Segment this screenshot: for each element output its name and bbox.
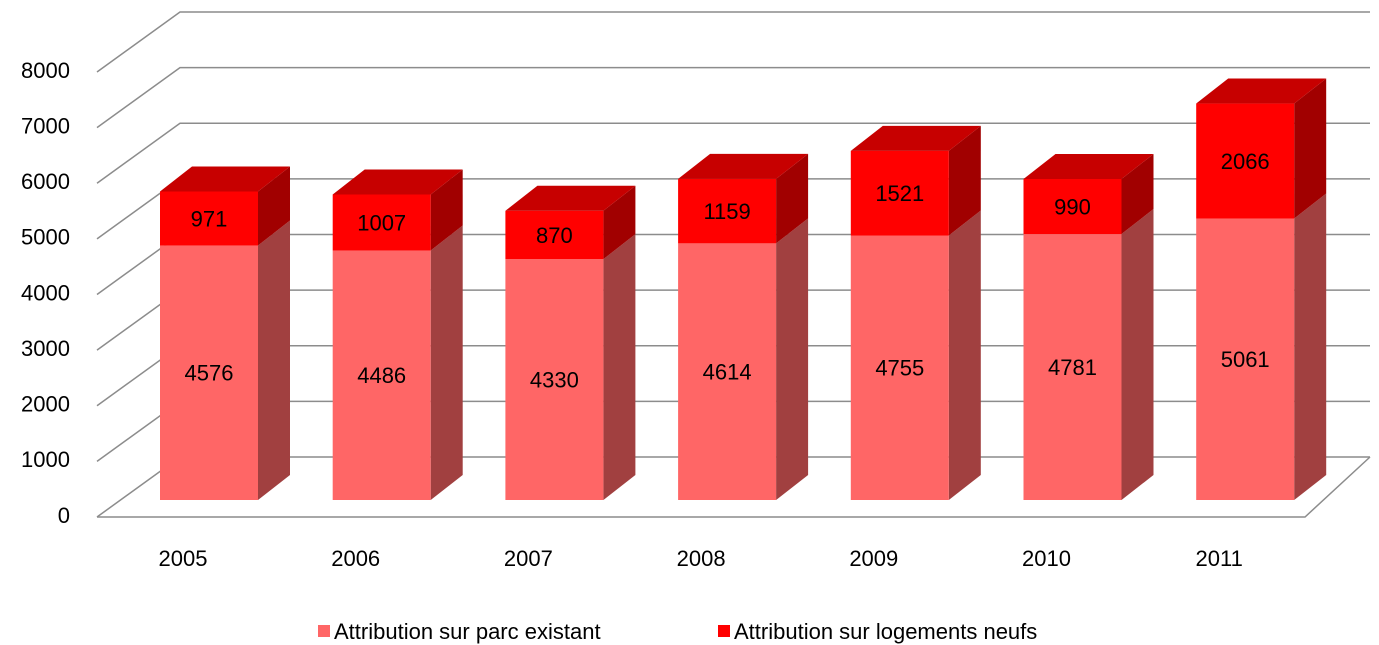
value-label: 2066 [1221,149,1270,174]
bar-top [678,153,809,179]
y-tick-label: 0 [58,503,70,528]
bar-side [1294,78,1327,219]
bar-side [948,125,981,236]
bar-top [505,185,636,211]
y-tick-label: 4000 [21,280,70,305]
bar [1196,218,1295,500]
x-tick-label: 2005 [159,546,208,571]
bar-top [332,169,463,195]
bar-side [776,218,809,500]
bar-side [948,210,981,501]
bar [332,250,431,500]
bar-side [258,220,290,500]
bar-side [1121,209,1154,500]
y-tick-label: 3000 [21,336,70,361]
value-label: 4330 [530,367,579,392]
grid-line [96,122,1370,184]
value-label: 870 [536,223,573,248]
x-tick-label: 2009 [849,546,898,571]
bar-side [430,225,463,500]
value-label: 4755 [875,356,924,381]
x-tick-label: 2011 [1196,546,1243,571]
value-label: 1007 [357,210,406,235]
x-tick-label: 2008 [677,546,726,571]
value-label: 1159 [703,199,750,224]
bar [160,191,258,246]
y-tick-label: 1000 [21,447,70,472]
bar [678,178,777,244]
bar-side [603,185,636,260]
legend-swatch [718,625,730,637]
bar-side [258,166,290,246]
value-label: 4486 [357,363,406,388]
value-label: 4781 [1048,355,1097,380]
bar-side [1121,153,1154,235]
bar [1023,234,1122,500]
bar [1196,103,1295,219]
bar-top [160,166,290,192]
y-tick-label: 2000 [21,392,70,417]
bar [1023,178,1122,235]
bar-side [1294,193,1327,500]
value-label: 990 [1054,194,1091,219]
bar [850,235,949,501]
legend-swatch [318,625,330,637]
grid-line [96,66,1370,129]
x-tick-label: 2007 [504,546,553,571]
bar-top [850,125,981,151]
bar-side [776,153,809,244]
y-tick-label: 7000 [21,113,70,138]
floor [97,456,1371,518]
x-tick-label: 2006 [331,546,380,571]
bar [332,194,431,251]
value-label: 5061 [1221,347,1270,372]
legend-label: Attribution sur logements neufs [734,619,1037,644]
y-tick-label: 6000 [21,169,70,194]
bar [505,259,604,500]
bar [678,243,777,500]
bar-side [603,234,636,501]
x-tick-label: 2010 [1022,546,1071,571]
bar-top [1196,78,1327,104]
value-label: 971 [191,206,228,231]
y-tick-label: 5000 [21,225,70,250]
bar [505,210,604,260]
y-tick-label: 8000 [21,58,70,83]
value-label: 4576 [185,361,234,386]
legend-label: Attribution sur parc existant [334,619,601,644]
bar [160,245,258,500]
bar-top [1023,153,1154,179]
value-label: 1521 [875,181,924,206]
value-label: 4614 [703,359,752,384]
grid-line [96,11,1370,73]
bar-side [430,169,463,251]
bar [850,150,949,236]
